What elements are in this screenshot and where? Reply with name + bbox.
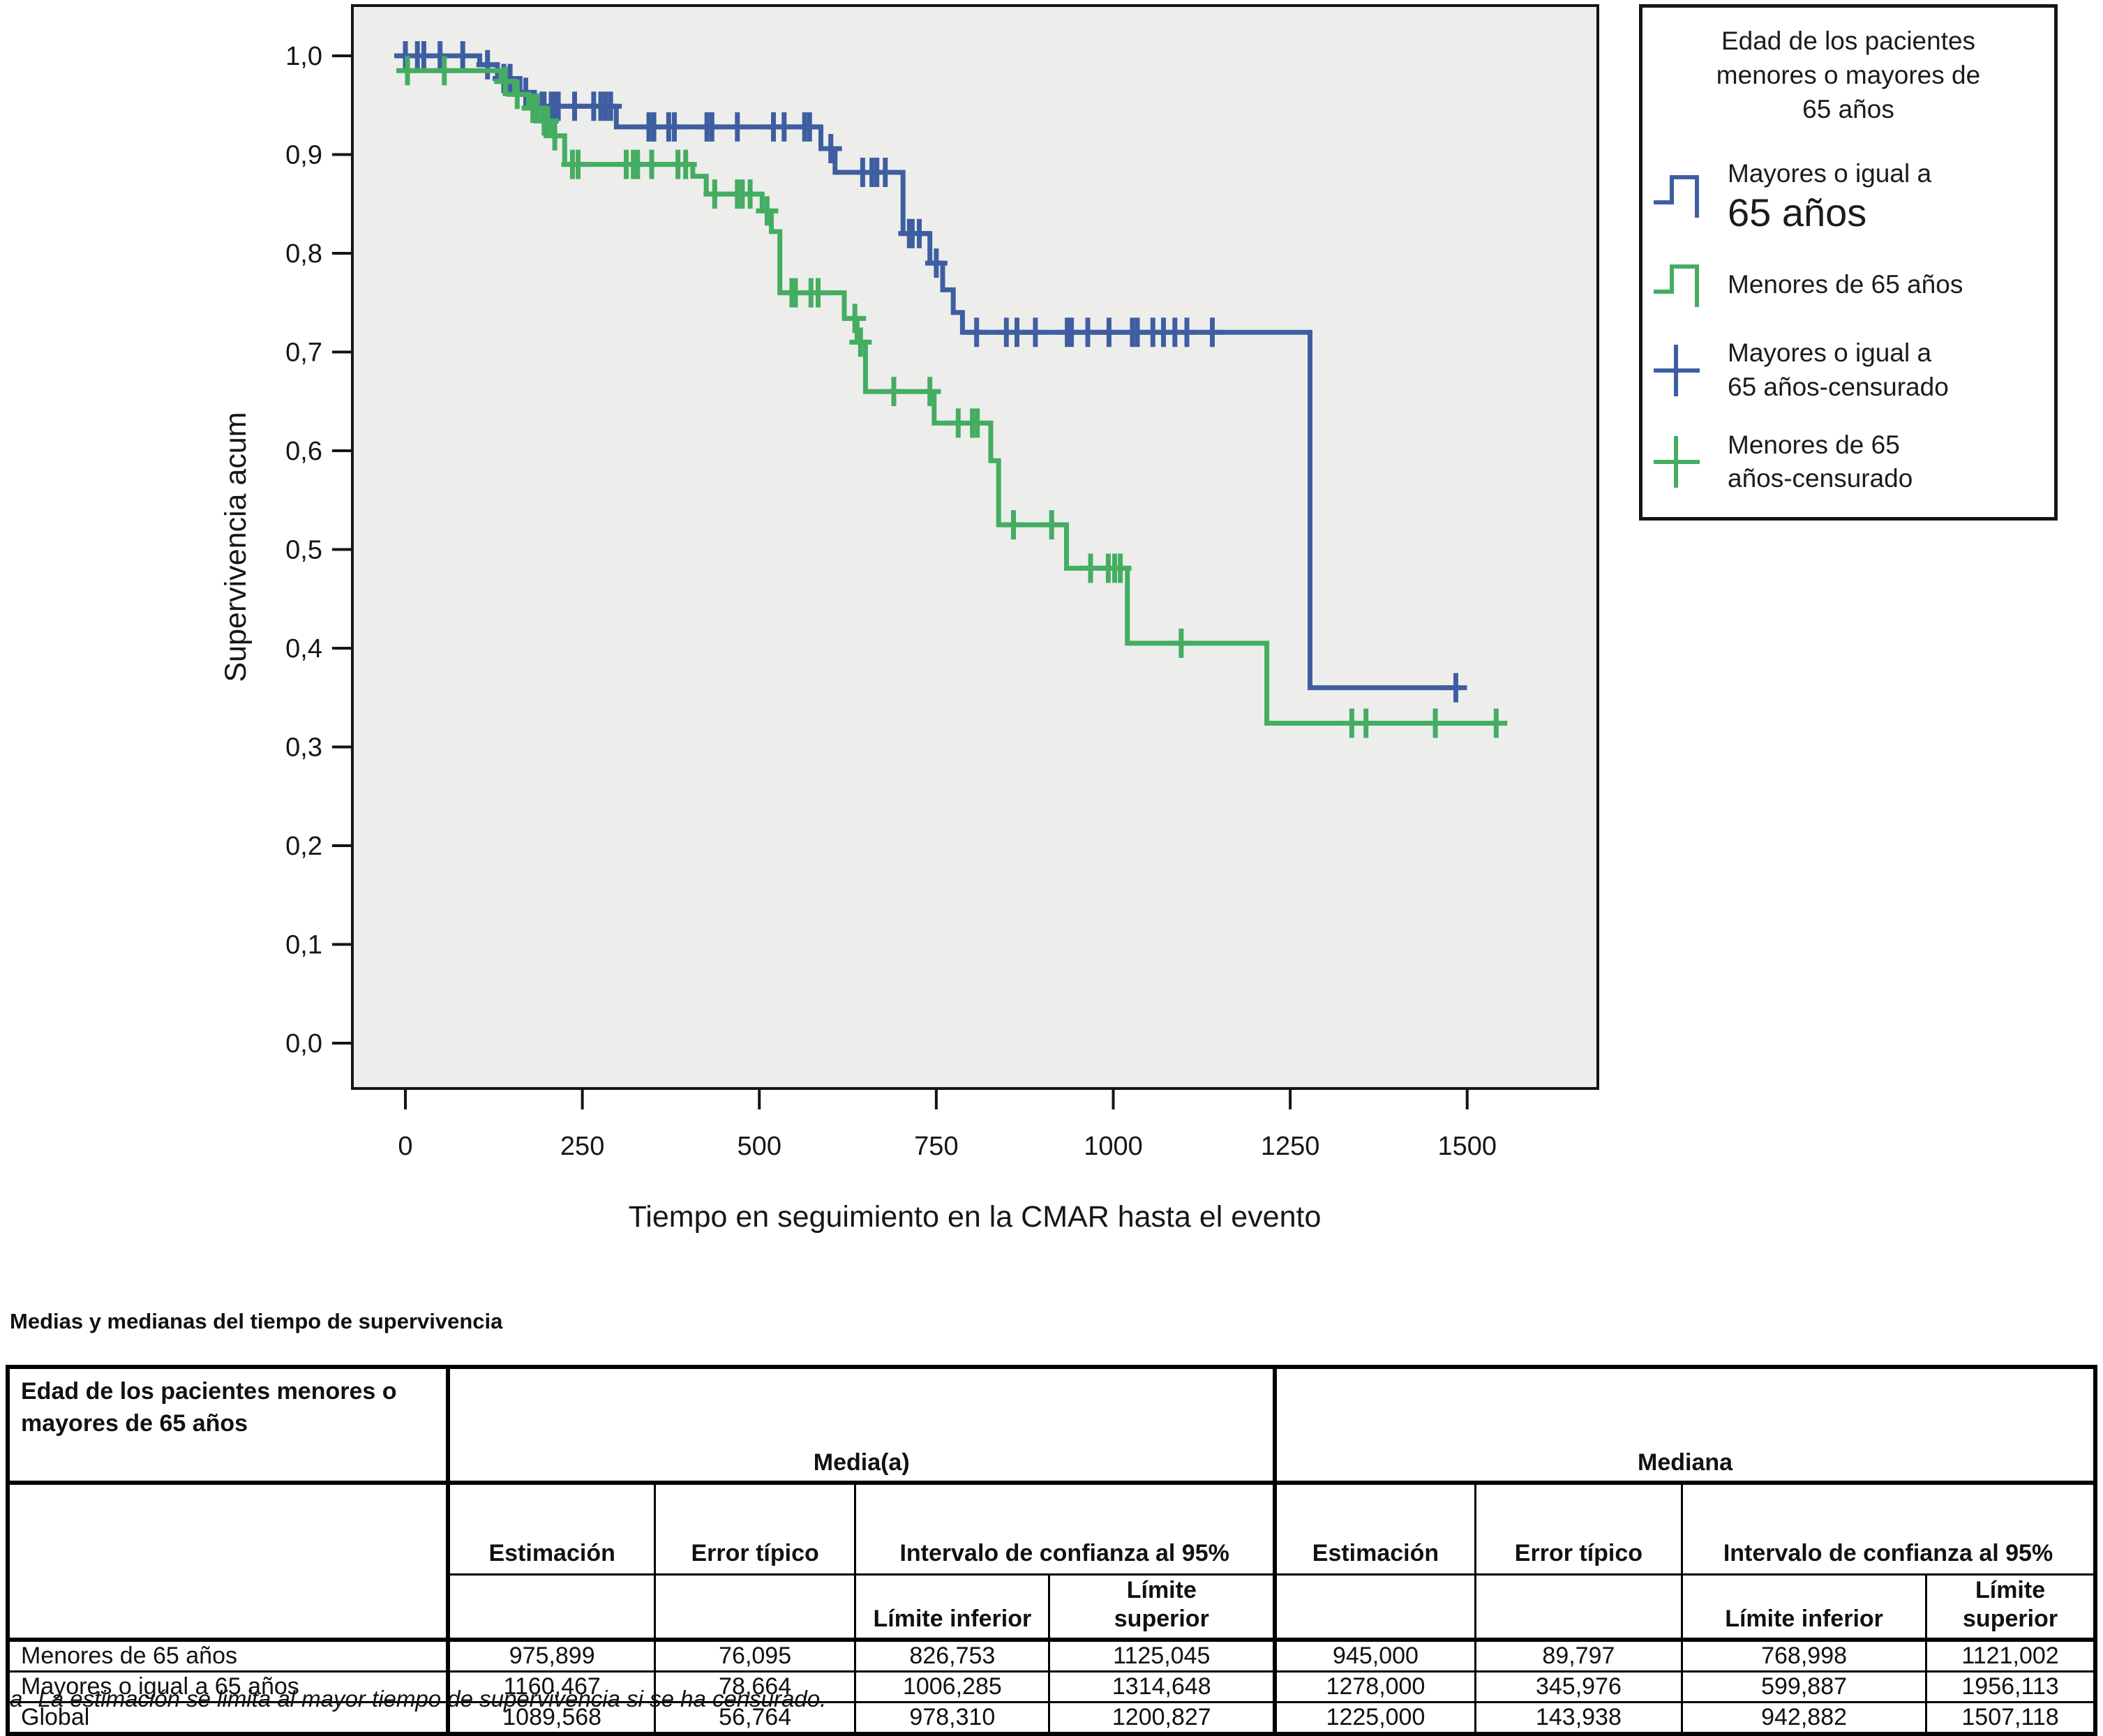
x-tick-label: 0 <box>398 1132 412 1161</box>
corner-header: Edad de los pacientes menores o mayores … <box>6 1365 451 1485</box>
plot-area <box>351 4 1599 1090</box>
media-estimacion-header: Estimación <box>447 1481 657 1576</box>
row-label: Menores de 65 años <box>6 1638 451 1673</box>
step-line-icon <box>1654 264 1699 307</box>
legend-label-line: 65 años <box>1728 190 1867 235</box>
media-limite-superior-header: Límite superior <box>1048 1573 1276 1642</box>
value-cell: 1125,045 <box>1048 1638 1278 1673</box>
x-tick-label: 1000 <box>1084 1132 1143 1161</box>
table-title: Medias y medianas del tiempo de superviv… <box>10 1309 503 1333</box>
y-tick-label: 0,8 <box>285 239 322 269</box>
blank-cell <box>1273 1573 1476 1642</box>
mediana-limite-superior-header: Límite superior <box>1925 1573 2097 1642</box>
value-cell: 1160,467 <box>447 1670 657 1703</box>
table-row: Mayores o igual a 65 años 1160,467 78,664 1… <box>6 1670 2097 1703</box>
x-tick-label: 500 <box>738 1132 781 1161</box>
footnote-marker: a <box>10 1686 23 1712</box>
legend-entry-lt65-censored: Menores de 65 años-censurado <box>1651 428 2054 497</box>
table-footnote: a La estimación se limita al mayor tiempo… <box>10 1686 826 1712</box>
x-tick-label: 1250 <box>1261 1132 1320 1161</box>
value-cell: 1314,648 <box>1048 1670 1278 1703</box>
chart-legend: Edad de los pacientes menores o mayores … <box>1639 4 2058 521</box>
value-cell: 1507,118 <box>1925 1701 2097 1735</box>
legend-entry-lt65: Menores de 65 años <box>1651 258 2054 313</box>
value-cell: 768,998 <box>1681 1638 1928 1673</box>
x-tick-label: 750 <box>914 1132 958 1161</box>
value-cell: 1956,113 <box>1925 1670 2097 1703</box>
y-axis-title: Supervivencia acum <box>219 412 253 682</box>
survival-chart: 1,0 0,9 0,8 0,7 0,6 0,5 0,4 0,3 0,2 0,1 0,0 0 250 500… <box>219 4 1599 1234</box>
x-axis-title: Tiempo en seguimiento en la CMAR hasta e… <box>629 1200 1322 1234</box>
y-tick-label: 0,0 <box>285 1029 322 1058</box>
blank-cell <box>6 1481 451 1642</box>
value-cell: 978,310 <box>854 1701 1051 1735</box>
y-tick-label: 0,6 <box>285 437 322 466</box>
legend-label-line: Mayores o igual a <box>1728 338 1932 367</box>
value-cell: 599,887 <box>1681 1670 1928 1703</box>
table-row: Menores de 65 años 975,899 76,095 826,753 11… <box>6 1638 2097 1673</box>
y-tick-label: 0,3 <box>285 733 322 763</box>
value-cell: 1278,000 <box>1273 1670 1476 1703</box>
x-tick-label: 1500 <box>1437 1132 1497 1161</box>
plus-censor-icon <box>1654 344 1700 396</box>
legend-entry-label: Mayores o igual a 65 años-censurado <box>1728 336 1949 405</box>
media-intervalo-header: Intervalo de confianza al 95% <box>854 1481 1276 1576</box>
legend-entries: Mayores o igual a 65 años Menores de 65 … <box>1642 157 2054 496</box>
value-cell: 975,899 <box>447 1638 657 1673</box>
mediana-intervalo-header: Intervalo de confianza al 95% <box>1681 1481 2097 1576</box>
mediana-limite-inferior-header: Límite inferior <box>1681 1573 1928 1642</box>
media-group-header: Media(a) <box>447 1365 1278 1485</box>
media-limite-inferior-header: Límite inferior <box>854 1573 1051 1642</box>
y-axis: 1,0 0,9 0,8 0,7 0,6 0,5 0,4 0,3 0,2 0,1 0,0 <box>285 42 351 1058</box>
value-cell: 1200,827 <box>1048 1701 1278 1735</box>
blank-cell <box>654 1573 857 1642</box>
value-cell: 345,976 <box>1474 1670 1684 1703</box>
legend-entry-label: Menores de 65 años-censurado <box>1728 428 1913 497</box>
blank-cell <box>447 1573 657 1642</box>
legend-label-line: Mayores o igual a <box>1728 159 1932 188</box>
step-line-icon <box>1654 174 1699 218</box>
y-tick-label: 0,2 <box>285 832 322 861</box>
legend-label-line: Menores de 65 <box>1728 430 1900 459</box>
y-tick-label: 0,7 <box>285 338 322 368</box>
censor-marks <box>396 56 1508 738</box>
x-axis: 0 250 500 750 1000 1250 1500 <box>398 1090 1497 1161</box>
plus-censor-icon <box>1654 436 1700 488</box>
y-tick-label: 0,1 <box>285 931 322 960</box>
survival-means-medians-table: Edad de los pacientes menores o mayores … <box>6 1365 2097 1736</box>
legend-title-line: menores o mayores de <box>1716 60 1981 89</box>
value-cell: 78,664 <box>654 1670 857 1703</box>
legend-entry-ge65: Mayores o igual a 65 años <box>1651 157 2054 234</box>
value-cell: 826,753 <box>854 1638 1051 1673</box>
y-tick-label: 0,5 <box>285 536 322 565</box>
mediana-error-header: Error típico <box>1474 1481 1684 1576</box>
value-cell: 76,095 <box>654 1638 857 1673</box>
legend-entry-label: Mayores o igual a 65 años <box>1728 157 1931 234</box>
legend-title: Edad de los pacientes menores o mayores … <box>1642 24 2054 126</box>
value-cell: 1121,002 <box>1925 1638 2097 1673</box>
blank-cell <box>1474 1573 1684 1642</box>
mediana-group-header: Mediana <box>1273 1365 2097 1485</box>
value-cell: 89,797 <box>1474 1638 1684 1673</box>
legend-label-line: Menores de 65 años <box>1728 270 1963 299</box>
legend-label-line: 65 años-censurado <box>1728 372 1949 401</box>
legend-label-line: años-censurado <box>1728 464 1913 493</box>
value-cell: 143,938 <box>1474 1701 1684 1735</box>
y-tick-label: 1,0 <box>285 42 322 71</box>
value-cell: 945,000 <box>1273 1638 1476 1673</box>
legend-title-line: 65 años <box>1802 94 1894 124</box>
row-label: Mayores o igual a 65 años <box>6 1670 451 1703</box>
legend-entry-ge65-censored: Mayores o igual a 65 años-censurado <box>1651 336 2054 405</box>
legend-title-line: Edad de los pacientes <box>1721 27 1976 55</box>
y-tick-label: 0,4 <box>285 634 322 664</box>
value-cell: 1006,285 <box>854 1670 1051 1703</box>
media-error-header: Error típico <box>654 1481 857 1576</box>
legend-entry-label: Menores de 65 años <box>1728 268 1963 302</box>
y-tick-label: 0,9 <box>285 141 322 170</box>
footnote-text: La estimación se limita al mayor tiempo … <box>38 1686 827 1712</box>
value-cell: 942,882 <box>1681 1701 1928 1735</box>
mediana-estimacion-header: Estimación <box>1273 1481 1476 1576</box>
value-cell: 1225,000 <box>1273 1701 1476 1735</box>
x-tick-label: 250 <box>560 1132 604 1161</box>
